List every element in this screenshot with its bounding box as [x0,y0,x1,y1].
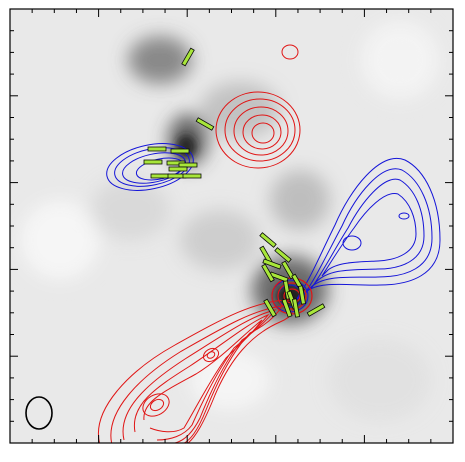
beam-ellipse-icon [25,396,53,430]
polarization-vector [150,173,170,179]
polarization-vectors [143,47,326,318]
axis-ticks [9,8,454,444]
polarization-vector [292,298,300,318]
polarization-vector [168,166,188,172]
polarization-vector [298,285,306,305]
polarization-vector [182,173,202,179]
polarization-vector [178,162,198,168]
polarization-vector [143,159,163,165]
polarization-vector [262,258,282,270]
polarization-vector [195,117,215,131]
polarization-vector [281,298,293,318]
polarization-vector [181,47,195,67]
grayscale-dust-map [10,9,453,443]
polarization-vector [170,148,190,154]
polarization-vector [147,146,167,152]
polarization-vector [263,298,277,318]
polarization-vector [259,232,277,248]
polarization-vector [274,247,292,263]
red-lobe-north [215,44,301,169]
polarization-vector [306,303,326,317]
polarization-vector [261,263,275,283]
